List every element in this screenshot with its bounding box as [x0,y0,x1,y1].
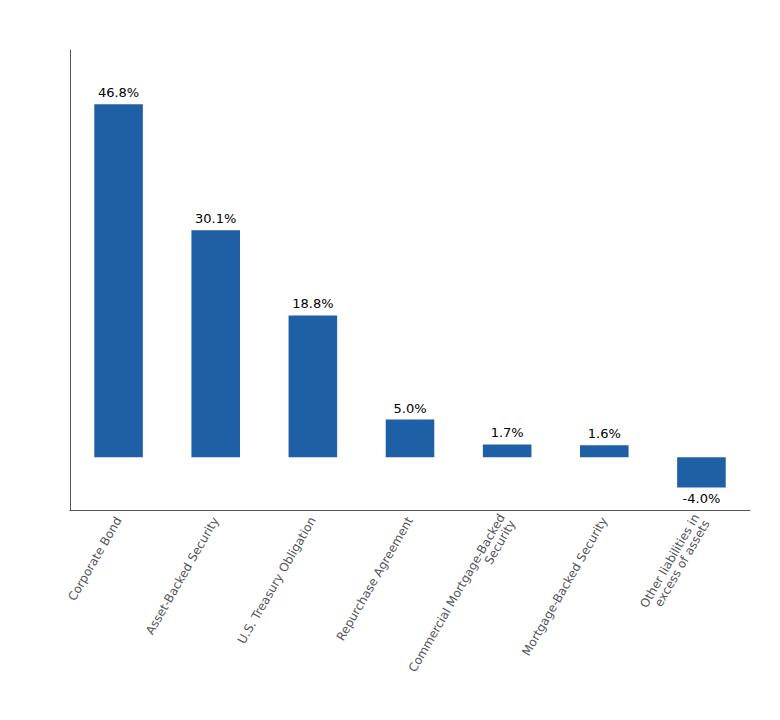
svg-text:1.7%: 1.7% [491,425,524,440]
svg-text:Other liabilities in: Other liabilities in [637,511,703,611]
svg-text:Asset-Backed Security: Asset-Backed Security [143,514,222,636]
svg-text:Security: Security [482,517,519,567]
svg-text:Corporate Bond: Corporate Bond [65,514,124,603]
svg-text:Mortgage-Backed Security: Mortgage-Backed Security [519,514,610,658]
svg-text:46.8%: 46.8% [98,85,139,100]
svg-text:U.S. Treasury Obligation: U.S. Treasury Obligation [235,514,319,646]
svg-text:Repurchase Agreement: Repurchase Agreement [334,514,417,643]
svg-text:Commercial Mortgage-Backed: Commercial Mortgage-Backed [406,511,508,674]
svg-text:-4.0%: -4.0% [683,491,721,506]
svg-text:5.0%: 5.0% [393,401,426,416]
svg-text:excess of assets: excess of assets [652,517,713,609]
svg-text:18.8%: 18.8% [292,296,333,311]
svg-text:1.6%: 1.6% [588,426,621,441]
svg-text:30.1%: 30.1% [195,211,236,226]
